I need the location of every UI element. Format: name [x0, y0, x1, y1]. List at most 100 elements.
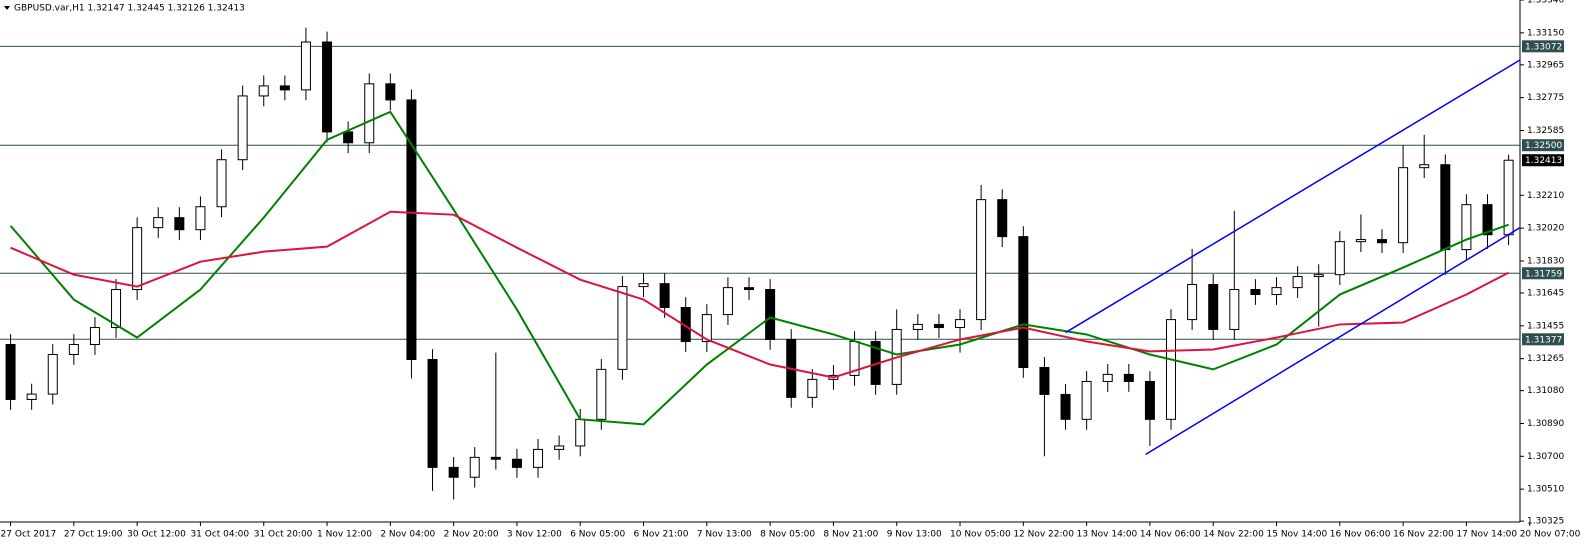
x-tick-label: 1 Nov 12:00: [317, 530, 372, 540]
x-tick-label: 31 Oct 04:00: [190, 530, 249, 540]
candle-body: [575, 418, 586, 447]
candle-body: [322, 41, 333, 133]
candle-body: [1229, 289, 1240, 330]
y-tick-label: 1.32965: [1527, 60, 1564, 70]
candle-body: [511, 458, 522, 468]
candle-body: [1060, 393, 1071, 420]
candle-body: [1271, 287, 1282, 296]
candle-body: [174, 217, 185, 231]
candle-body: [701, 314, 712, 343]
candle-body: [533, 448, 544, 468]
candle-body: [1187, 284, 1198, 321]
level-label: 1.31759: [1525, 269, 1562, 279]
candle-body: [680, 306, 691, 343]
candle-body: [1081, 380, 1092, 420]
candle-body: [997, 199, 1008, 238]
candle-body: [216, 159, 227, 208]
candle-body: [26, 393, 37, 400]
candle-body: [807, 378, 818, 398]
y-tick-label: 1.31830: [1527, 257, 1564, 267]
level-tag: [1522, 333, 1564, 346]
candle-body: [1166, 319, 1177, 420]
last-price-label: 1.32413: [1525, 156, 1562, 166]
candle-body: [385, 83, 396, 101]
candle-body: [5, 343, 16, 400]
y-tick-label: 1.31455: [1527, 321, 1564, 331]
x-tick-label: 6 Nov 05:00: [570, 530, 625, 540]
last-price-tag: [1522, 154, 1564, 167]
level-label: 1.33072: [1525, 42, 1562, 52]
x-tick-label: 13 Nov 14:00: [1077, 530, 1138, 540]
x-tick-label: 6 Nov 21:00: [634, 530, 689, 540]
level-label: 1.31377: [1525, 335, 1562, 345]
candle-body: [933, 323, 944, 329]
candle-body: [955, 319, 966, 329]
x-tick-label: 14 Nov 22:00: [1203, 530, 1264, 540]
candle-body: [1398, 167, 1409, 244]
x-tick-label: 2 Nov 20:00: [444, 530, 499, 540]
x-tick-label: 2 Nov 04:00: [380, 530, 435, 540]
candle-body: [469, 456, 480, 478]
candle-body: [364, 83, 375, 144]
y-tick-label: 1.30890: [1527, 419, 1564, 429]
y-tick-label: 1.31645: [1527, 288, 1564, 298]
candle-body: [1440, 164, 1451, 251]
candle-body: [1208, 284, 1219, 330]
candle-body: [1377, 239, 1388, 244]
candle-body: [448, 466, 459, 478]
candle-body: [1482, 204, 1493, 236]
level-label: 1.32500: [1525, 141, 1562, 151]
x-tick-label: 30 Oct 12:00: [127, 530, 186, 540]
candle-body: [765, 289, 776, 340]
candle-body: [744, 287, 755, 291]
candle-body: [1503, 159, 1514, 236]
candle-body: [596, 368, 607, 420]
candle-body: [1461, 204, 1472, 251]
level-tag: [1522, 267, 1564, 280]
candle-body: [68, 343, 79, 356]
candle-body: [47, 354, 58, 395]
x-tick-label: 3 Nov 12:00: [507, 530, 562, 540]
x-tick-label: 17 Nov 14:00: [1456, 530, 1517, 540]
x-tick-label: 20 Nov 07:00: [1520, 530, 1581, 540]
candle-body: [490, 456, 501, 460]
candle-body: [195, 206, 206, 231]
candle-body: [1419, 164, 1430, 169]
candle-body: [1102, 373, 1113, 382]
candle-body: [554, 445, 565, 450]
candle-body: [406, 99, 417, 361]
y-tick-label: 1.30325: [1527, 517, 1564, 527]
trend-line: [1065, 59, 1521, 334]
candle-body: [1313, 274, 1324, 278]
candle-body: [617, 286, 628, 370]
y-tick-label: 1.30510: [1527, 485, 1564, 495]
candle-body: [976, 199, 987, 321]
y-tick-label: 1.33340: [1527, 0, 1564, 6]
candle-body: [153, 217, 164, 229]
chart-title: GBPUSD.var,H1 1.32147 1.32445 1.32126 1.…: [14, 4, 245, 14]
candle-body: [722, 287, 733, 316]
candle-body: [300, 41, 311, 91]
candle-body: [1355, 239, 1366, 243]
x-tick-label: 31 Oct 20:00: [254, 530, 313, 540]
candle-body: [1334, 241, 1345, 276]
candle-body: [1144, 380, 1155, 420]
y-tick-label: 1.32775: [1527, 93, 1564, 103]
x-tick-label: 27 Oct 19:00: [64, 530, 123, 540]
moving-average: [10, 210, 1510, 379]
candle-body: [343, 131, 354, 144]
candle-body: [237, 95, 248, 161]
trend-line: [1145, 226, 1521, 456]
candle-body: [1250, 289, 1261, 296]
y-tick-label: 1.30700: [1527, 452, 1564, 462]
level-tag: [1522, 40, 1564, 53]
x-tick-label: 15 Nov 14:00: [1267, 530, 1328, 540]
candle-body: [1018, 236, 1029, 368]
x-tick-label: 16 Nov 06:00: [1330, 530, 1391, 540]
level-tag: [1522, 139, 1564, 152]
candle-body: [132, 227, 143, 291]
x-tick-label: 12 Nov 22:00: [1013, 530, 1074, 540]
candle-body: [638, 283, 649, 288]
y-tick-label: 1.32585: [1527, 126, 1564, 136]
